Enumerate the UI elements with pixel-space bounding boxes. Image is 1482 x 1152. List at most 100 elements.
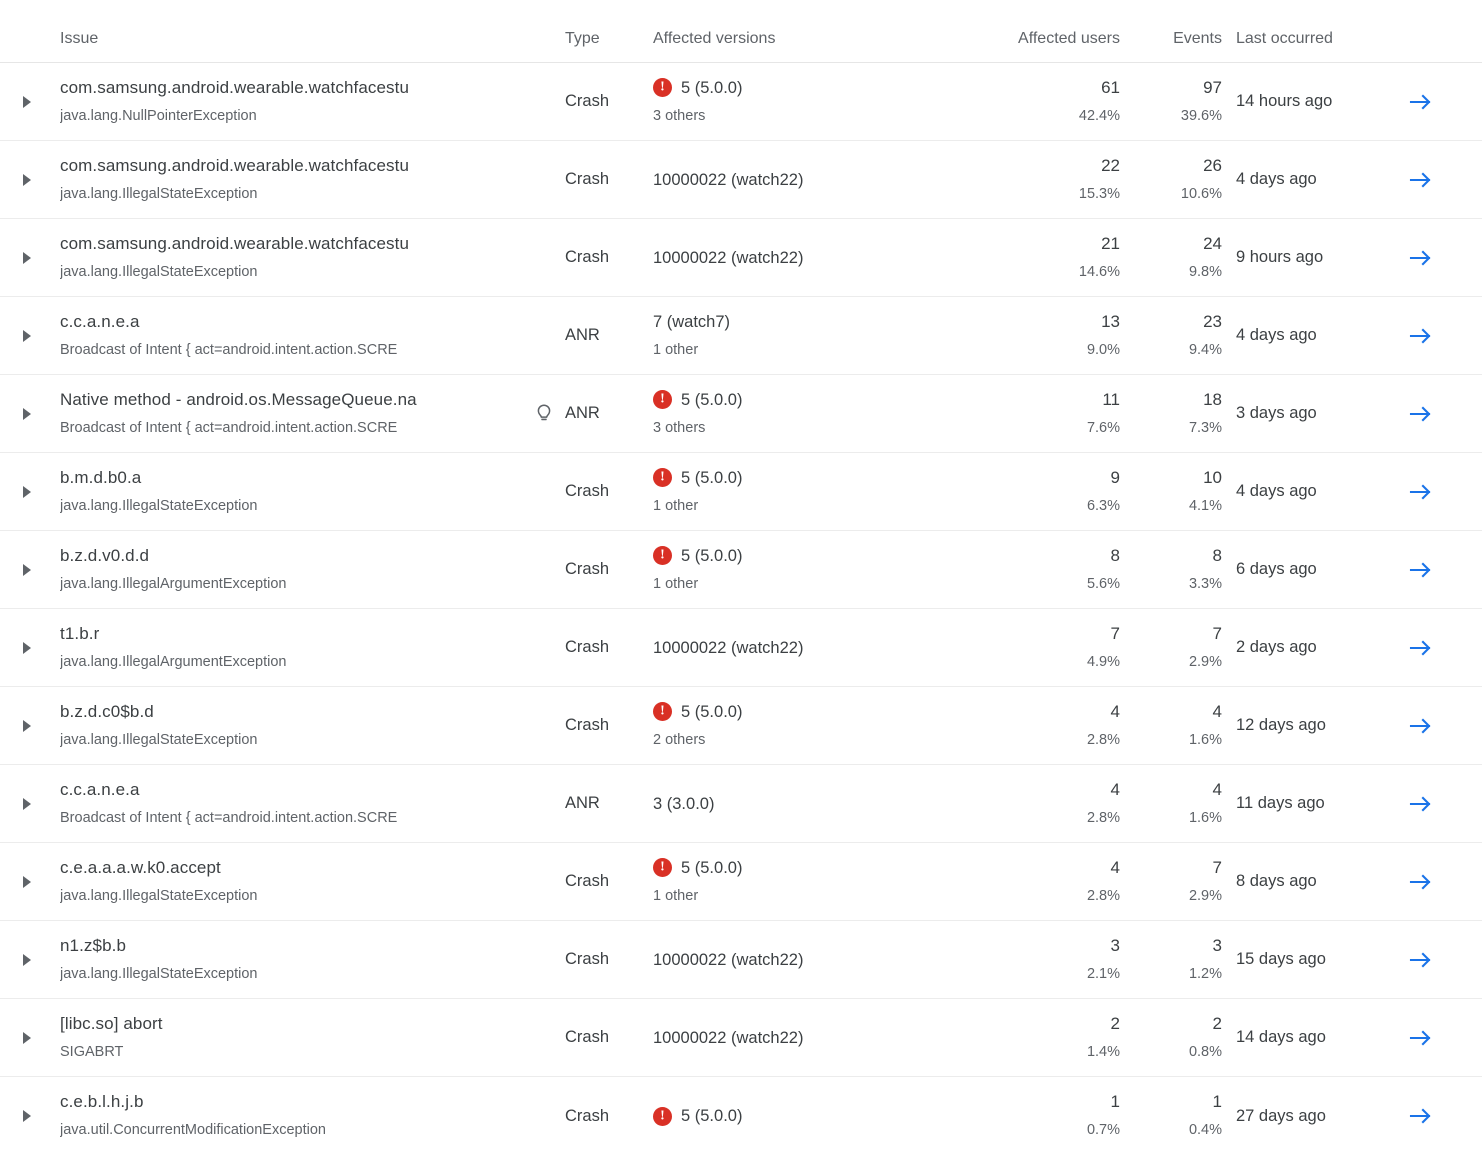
caret-right-icon[interactable]: [23, 1110, 31, 1122]
open-issue-button[interactable]: [1392, 638, 1482, 658]
caret-right-icon[interactable]: [23, 407, 31, 420]
caret-right-icon[interactable]: [23, 485, 31, 498]
caret-right-icon[interactable]: [23, 719, 31, 732]
expand-row-button[interactable]: [0, 1031, 60, 1044]
open-issue-button[interactable]: [1392, 482, 1482, 502]
arrow-right-icon[interactable]: [1408, 1106, 1434, 1126]
arrow-right-icon[interactable]: [1408, 248, 1434, 268]
expand-row-button[interactable]: [0, 797, 60, 810]
issue-title[interactable]: c.e.a.a.a.w.k0.accept: [60, 857, 221, 877]
issue-cell[interactable]: c.e.b.l.h.j.b java.util.ConcurrentModific…: [60, 1091, 522, 1141]
table-row[interactable]: b.m.d.b0.a java.lang.IllegalStateExceptio…: [0, 453, 1482, 531]
table-row[interactable]: c.c.a.n.e.a Broadcast of Intent { act=and…: [0, 765, 1482, 843]
open-issue-button[interactable]: [1392, 716, 1482, 736]
open-issue-button[interactable]: [1392, 1028, 1482, 1048]
arrow-right-icon[interactable]: [1408, 560, 1434, 580]
issue-cell[interactable]: com.samsung.android.wearable.watchfacest…: [60, 155, 522, 205]
issue-title[interactable]: [libc.so] abort: [60, 1013, 163, 1033]
arrow-right-icon[interactable]: [1408, 170, 1434, 190]
issue-cell[interactable]: t1.b.r java.lang.IllegalArgumentException: [60, 623, 522, 673]
open-issue-button[interactable]: [1392, 248, 1482, 268]
column-header-type[interactable]: Type: [565, 30, 600, 47]
issue-title[interactable]: c.e.b.l.h.j.b: [60, 1092, 144, 1111]
issue-title[interactable]: c.c.a.n.e.a: [60, 311, 140, 331]
arrow-right-icon[interactable]: [1408, 404, 1434, 424]
expand-row-button[interactable]: [0, 329, 60, 342]
open-issue-button[interactable]: [1392, 404, 1482, 424]
column-header-affected-versions[interactable]: Affected versions: [653, 30, 776, 47]
issue-title[interactable]: t1.b.r: [60, 623, 100, 643]
caret-right-icon[interactable]: [23, 95, 31, 108]
issue-cell[interactable]: c.c.a.n.e.a Broadcast of Intent { act=and…: [60, 779, 522, 829]
expand-row-button[interactable]: [0, 953, 60, 966]
arrow-right-icon[interactable]: [1408, 872, 1434, 892]
issue-cell[interactable]: com.samsung.android.wearable.watchfacest…: [60, 233, 522, 283]
open-issue-button[interactable]: [1392, 872, 1482, 892]
table-row[interactable]: com.samsung.android.wearable.watchfacest…: [0, 141, 1482, 219]
caret-right-icon[interactable]: [23, 797, 31, 810]
table-row[interactable]: c.e.a.a.a.w.k0.accept java.lang.IllegalSt…: [0, 843, 1482, 921]
issue-title[interactable]: c.c.a.n.e.a: [60, 779, 140, 799]
expand-row-button[interactable]: [0, 173, 60, 186]
issue-cell[interactable]: b.z.d.c0$b.d java.lang.IllegalStateExcept…: [60, 701, 522, 751]
expand-row-button[interactable]: [0, 641, 60, 654]
table-row[interactable]: n1.z$b.b java.lang.IllegalStateException C…: [0, 921, 1482, 999]
expand-row-button[interactable]: [0, 95, 60, 108]
open-issue-button[interactable]: [1392, 560, 1482, 580]
issue-title[interactable]: b.m.d.b0.a: [60, 467, 142, 487]
expand-row-button[interactable]: [0, 1110, 60, 1122]
arrow-right-icon[interactable]: [1408, 716, 1434, 736]
expand-row-button[interactable]: [0, 485, 60, 498]
expand-row-button[interactable]: [0, 563, 60, 576]
arrow-right-icon[interactable]: [1408, 1028, 1434, 1048]
open-issue-button[interactable]: [1392, 170, 1482, 190]
table-row[interactable]: b.z.d.c0$b.d java.lang.IllegalStateExcept…: [0, 687, 1482, 765]
expand-row-button[interactable]: [0, 407, 60, 420]
arrow-right-icon[interactable]: [1408, 794, 1434, 814]
column-header-affected-users[interactable]: Affected users: [1018, 30, 1120, 47]
arrow-right-icon[interactable]: [1408, 92, 1434, 112]
column-header-issue[interactable]: Issue: [60, 30, 99, 47]
lightbulb-icon[interactable]: [534, 403, 554, 425]
issue-title[interactable]: com.samsung.android.wearable.watchfacest…: [60, 233, 410, 253]
issue-title[interactable]: b.z.d.c0$b.d: [60, 701, 154, 721]
arrow-right-icon[interactable]: [1408, 482, 1434, 502]
table-row[interactable]: Native method - android.os.MessageQueue.…: [0, 375, 1482, 453]
table-row[interactable]: c.c.a.n.e.a Broadcast of Intent { act=and…: [0, 297, 1482, 375]
open-issue-button[interactable]: [1392, 1106, 1482, 1126]
expand-row-button[interactable]: [0, 875, 60, 888]
column-header-events[interactable]: Events: [1173, 30, 1222, 47]
issue-title[interactable]: n1.z$b.b: [60, 935, 127, 955]
caret-right-icon[interactable]: [23, 563, 31, 576]
issue-title[interactable]: Native method - android.os.MessageQueue.…: [60, 389, 417, 409]
table-row[interactable]: [libc.so] abort SIGABRT Crash 10000022 (wat…: [0, 999, 1482, 1077]
arrow-right-icon[interactable]: [1408, 950, 1434, 970]
caret-right-icon[interactable]: [23, 1031, 31, 1044]
caret-right-icon[interactable]: [23, 329, 31, 342]
column-header-last-occurred[interactable]: Last occurred: [1236, 30, 1333, 47]
issue-cell[interactable]: b.z.d.v0.d.d java.lang.IllegalArgumentExc…: [60, 545, 522, 595]
issue-cell[interactable]: Native method - android.os.MessageQueue.…: [60, 389, 522, 439]
issue-title[interactable]: b.z.d.v0.d.d: [60, 545, 150, 565]
insight-cell[interactable]: [522, 403, 565, 425]
open-issue-button[interactable]: [1392, 950, 1482, 970]
table-row[interactable]: t1.b.r java.lang.IllegalArgumentException…: [0, 609, 1482, 687]
issue-cell[interactable]: n1.z$b.b java.lang.IllegalStateException: [60, 935, 522, 985]
issue-cell[interactable]: c.e.a.a.a.w.k0.accept java.lang.IllegalSt…: [60, 857, 522, 907]
open-issue-button[interactable]: [1392, 794, 1482, 814]
caret-right-icon[interactable]: [23, 173, 31, 186]
arrow-right-icon[interactable]: [1408, 326, 1434, 346]
table-row[interactable]: c.e.b.l.h.j.b java.util.ConcurrentModific…: [0, 1077, 1482, 1152]
issue-cell[interactable]: [libc.so] abort SIGABRT: [60, 1013, 522, 1063]
table-row[interactable]: b.z.d.v0.d.d java.lang.IllegalArgumentExc…: [0, 531, 1482, 609]
caret-right-icon[interactable]: [23, 251, 31, 264]
table-row[interactable]: com.samsung.android.wearable.watchfacest…: [0, 219, 1482, 297]
arrow-right-icon[interactable]: [1408, 638, 1434, 658]
table-row[interactable]: com.samsung.android.wearable.watchfacest…: [0, 63, 1482, 141]
issue-cell[interactable]: com.samsung.android.wearable.watchfacest…: [60, 77, 522, 127]
issue-title[interactable]: com.samsung.android.wearable.watchfacest…: [60, 77, 410, 97]
expand-row-button[interactable]: [0, 251, 60, 264]
caret-right-icon[interactable]: [23, 953, 31, 966]
caret-right-icon[interactable]: [23, 875, 31, 888]
expand-row-button[interactable]: [0, 719, 60, 732]
